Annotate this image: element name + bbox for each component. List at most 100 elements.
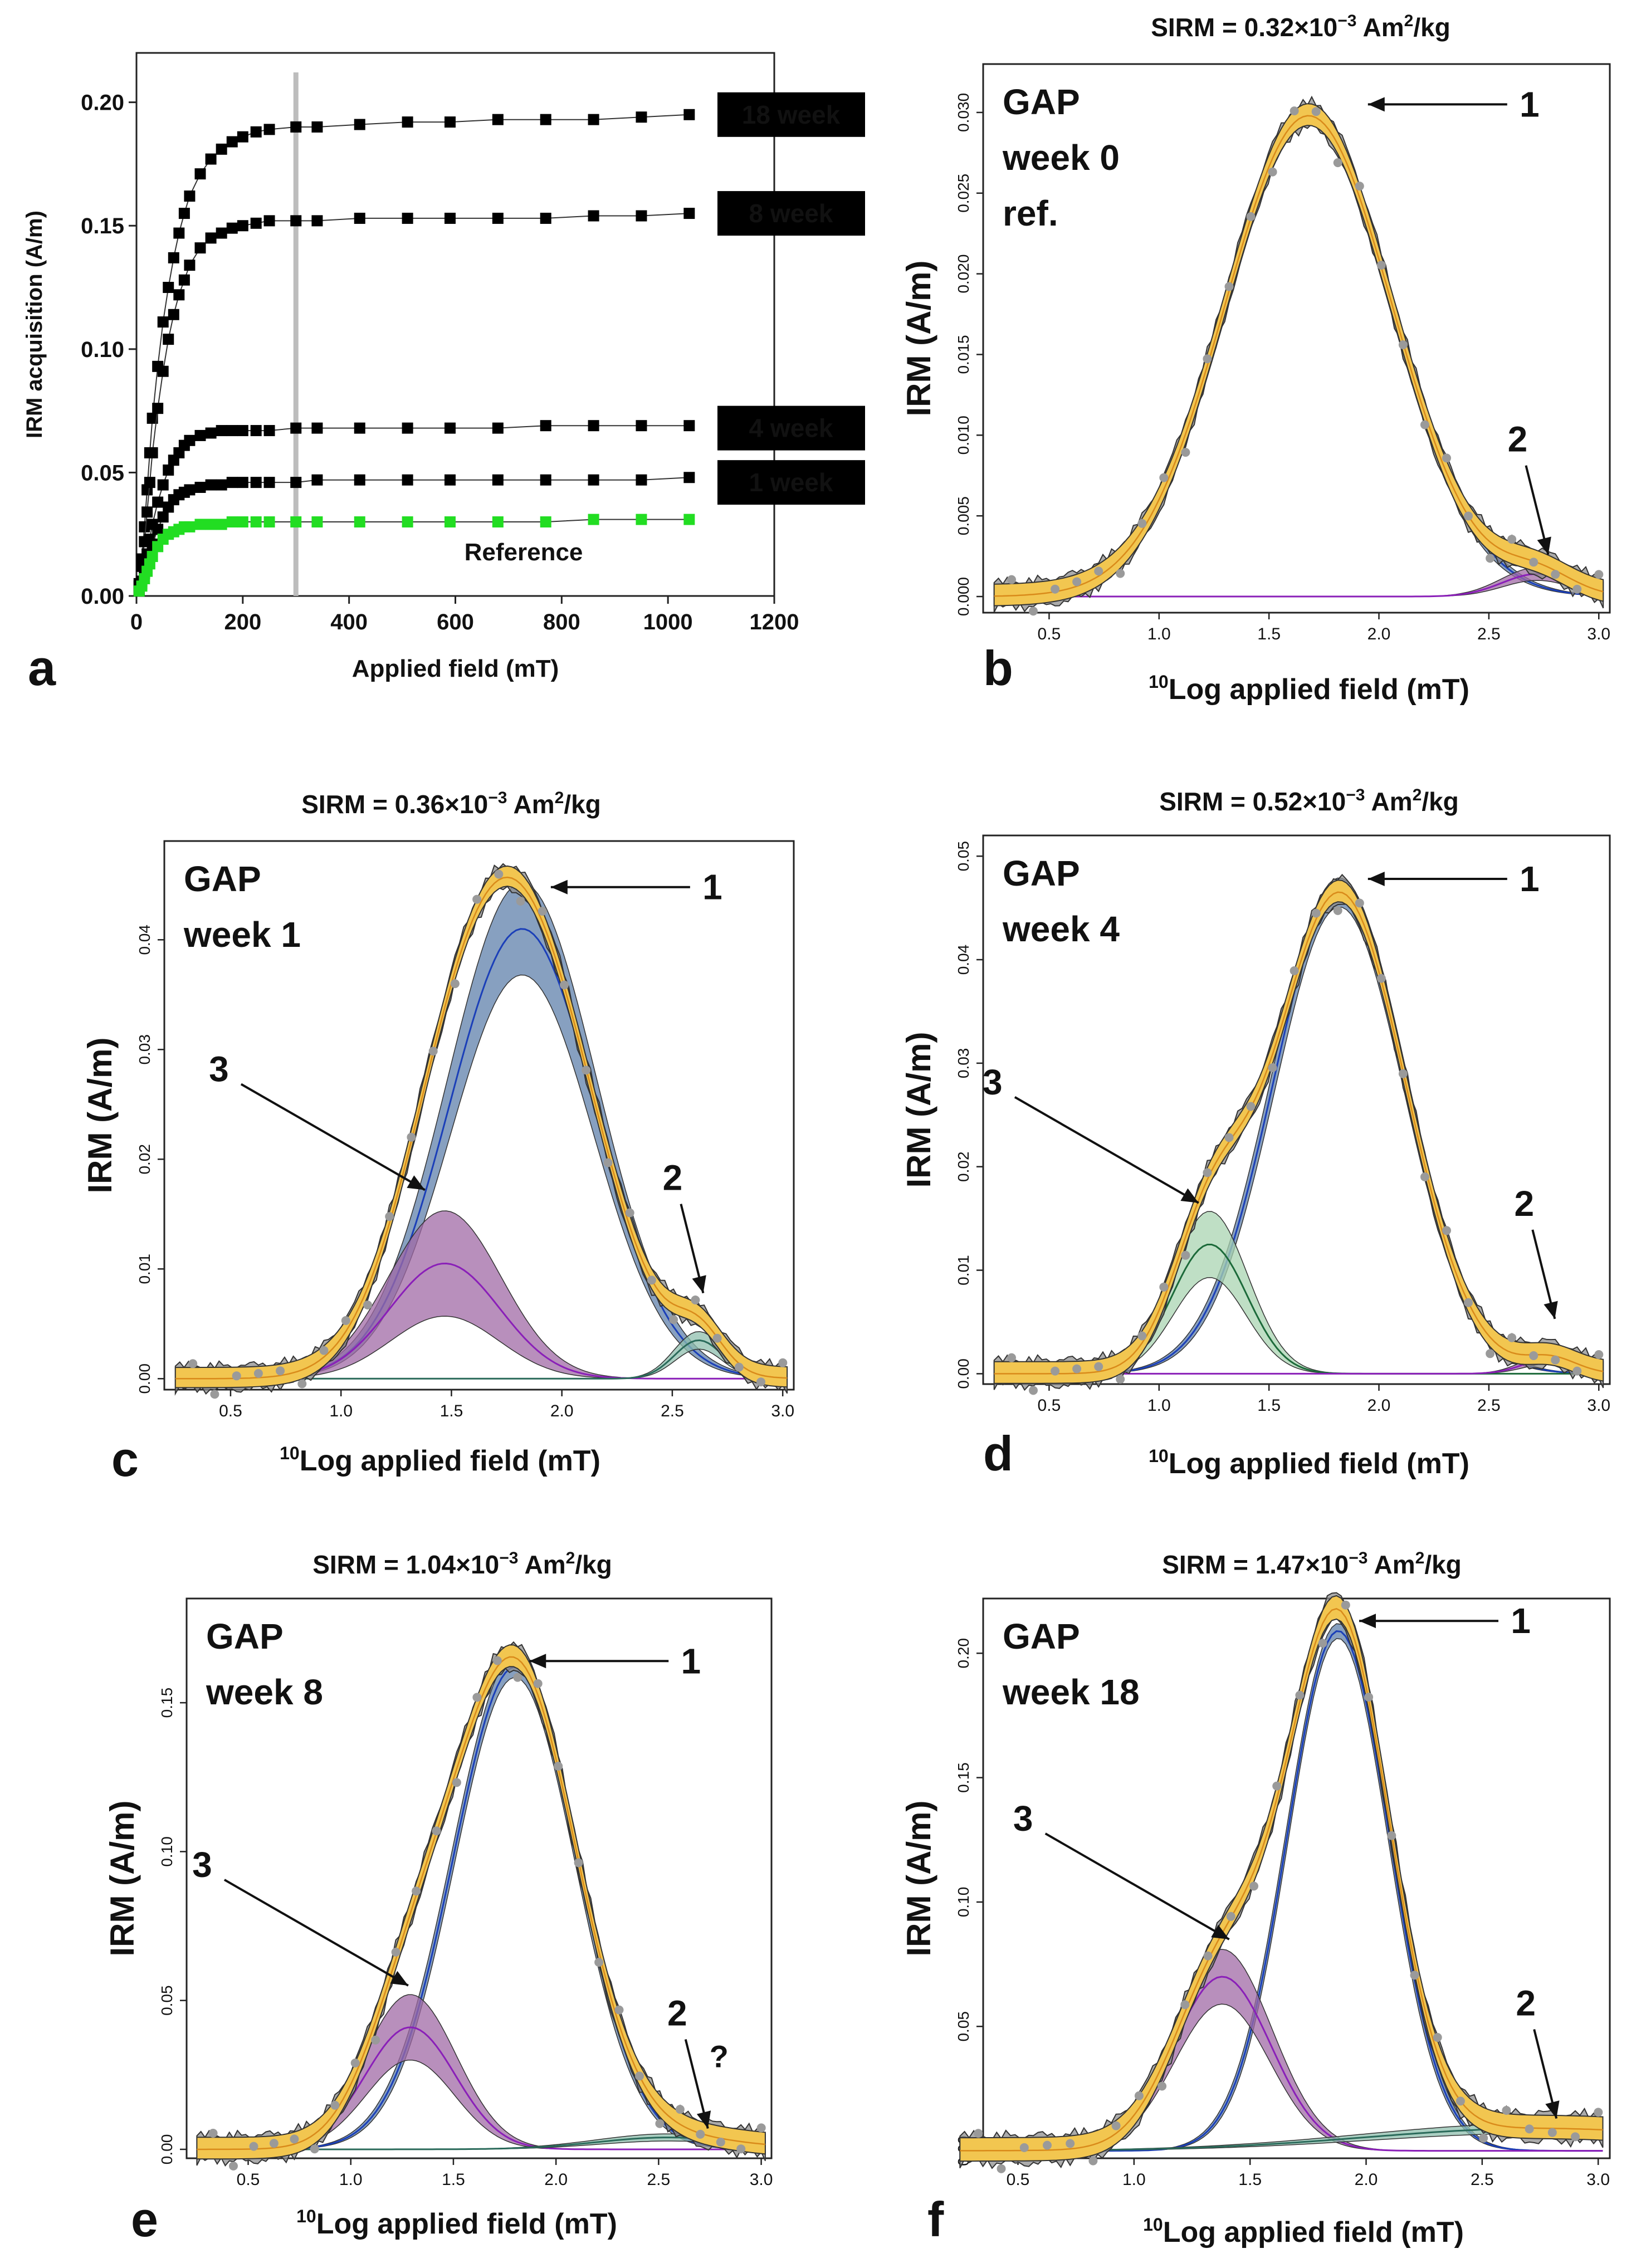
data-point — [226, 425, 238, 437]
total-fit-band — [993, 103, 1604, 607]
arrow-2-head — [1537, 536, 1551, 555]
data-point — [152, 496, 164, 508]
x-axis-label: 10Log applied field (mT) — [280, 1443, 600, 1477]
data-point — [216, 143, 227, 155]
measurement-point — [516, 897, 525, 906]
y-tick-label: 0.000 — [955, 577, 972, 616]
measurement-point — [1376, 974, 1386, 983]
measurement-point — [1180, 2000, 1190, 2010]
measurement-point — [1249, 1881, 1258, 1891]
series-label: 4 week — [749, 414, 833, 443]
arrow-3-shaft — [240, 1083, 426, 1191]
component-2-label: 2 — [667, 1993, 687, 2034]
data-point — [290, 121, 302, 133]
measurement-point — [603, 1158, 613, 1167]
x-axis-label: Applied field (mT) — [352, 655, 559, 682]
measurement-point — [1094, 1362, 1103, 1371]
measurement-point — [1159, 1282, 1169, 1292]
measurement-point — [1442, 1226, 1451, 1235]
x-tick-label: 1.0 — [1147, 1396, 1171, 1415]
data-point — [636, 210, 647, 222]
data-point — [237, 220, 248, 232]
data-point — [311, 422, 323, 434]
data-point — [178, 274, 190, 286]
data-point — [636, 474, 647, 486]
data-point — [184, 434, 196, 446]
total-fit-band — [959, 1595, 1604, 2162]
measurement-point — [655, 2119, 665, 2128]
data-point — [540, 212, 551, 224]
measurement-point — [1007, 575, 1016, 584]
panel-f: SIRM = 1.47×10−3 Am2/kg0.000.050.100.150… — [900, 1549, 1611, 2249]
measurement-point — [712, 1333, 722, 1343]
data-point — [636, 111, 647, 123]
measurement-point — [1571, 2132, 1580, 2142]
measurement-point — [330, 2100, 340, 2110]
data-point — [354, 212, 365, 224]
y-tick-label: 0.02 — [955, 1151, 972, 1182]
x-tick-label: 1200 — [750, 610, 799, 634]
plot-frame — [982, 834, 1611, 1385]
measurement-point — [594, 1958, 604, 1967]
y-tick-label: 0.20 — [955, 1638, 972, 1669]
data-point — [194, 168, 206, 180]
component-2-label: 2 — [1508, 419, 1528, 460]
measurement-point — [1376, 261, 1386, 270]
panel-title: SIRM = 0.52×10−3 Am2/kg — [1159, 786, 1459, 816]
data-point — [492, 516, 504, 528]
measurement-point — [1502, 2106, 1511, 2115]
x-tick-label: 1.5 — [1238, 2171, 1262, 2189]
y-tick-label: 0.020 — [955, 255, 972, 294]
data-point — [402, 212, 413, 224]
y-tick-label: 0.03 — [955, 1048, 972, 1079]
measurement-point — [1224, 1133, 1234, 1142]
measurement-point — [1203, 354, 1212, 364]
measurement-point — [756, 2123, 766, 2133]
y-tick-label: 0.00 — [81, 584, 124, 609]
measurement-point — [1507, 1333, 1517, 1342]
panel-title: SIRM = 0.36×10−3 Am2/kg — [301, 789, 601, 819]
measurement-point — [1355, 898, 1364, 908]
measurement-point — [554, 1762, 563, 1771]
measurement-point — [1203, 1168, 1212, 1177]
data-point — [263, 124, 275, 135]
x-tick-label: 2.0 — [550, 1402, 574, 1420]
data-point — [444, 422, 456, 434]
x-tick-label: 3.0 — [771, 1402, 794, 1420]
y-axis-label: IRM (A/m) — [900, 1032, 937, 1188]
measurement-point — [232, 1371, 241, 1381]
x-tick-label: 3.0 — [750, 2171, 773, 2189]
measurement-point — [1181, 1250, 1190, 1260]
measurement-point — [1268, 1063, 1277, 1072]
measurement-point — [1246, 212, 1256, 221]
data-point — [402, 516, 413, 528]
total-fit-line — [175, 876, 788, 1380]
data-point — [402, 116, 413, 128]
measurement-point — [538, 907, 547, 916]
measurement-point — [582, 1065, 591, 1075]
data-point — [146, 551, 158, 563]
measurement-point — [452, 1778, 461, 1787]
x-tick-label: 2.0 — [1368, 625, 1391, 643]
panel-title: SIRM = 1.04×10−3 Am2/kg — [312, 1549, 612, 1579]
measurement-point — [341, 1316, 350, 1325]
arrow-2-head — [1545, 2100, 1560, 2119]
data-point — [226, 136, 238, 148]
measurement-point — [1464, 1298, 1473, 1307]
arrow-1-head — [1368, 872, 1385, 887]
data-point — [194, 519, 206, 530]
x-tick-label: 2.0 — [1355, 2171, 1378, 2189]
measurement-point — [1525, 2124, 1534, 2134]
y-tick-label: 0.00 — [136, 1363, 153, 1394]
measurement-point — [1051, 584, 1060, 594]
measurement-point — [560, 980, 569, 990]
y-axis-label: IRM (A/m) — [900, 1801, 937, 1957]
data-point — [492, 474, 504, 486]
panel-letter: d — [983, 1426, 1013, 1481]
measurement-point — [1203, 1951, 1213, 1961]
measurement-point — [1158, 2081, 1167, 2091]
arrow-2-head — [696, 2110, 711, 2129]
x-axis-label: 10Log applied field (mT) — [296, 2206, 617, 2240]
data-point — [226, 516, 238, 528]
series-label-box — [717, 460, 865, 505]
